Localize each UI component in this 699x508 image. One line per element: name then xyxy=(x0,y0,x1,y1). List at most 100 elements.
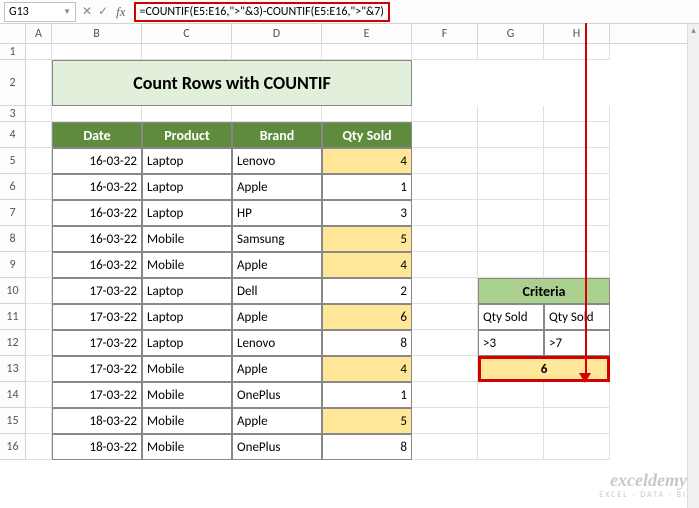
cell-H4[interactable] xyxy=(544,122,610,148)
cell-B4[interactable]: Date xyxy=(52,122,142,148)
cell-H5[interactable] xyxy=(544,148,610,174)
cell-F5[interactable] xyxy=(412,148,478,174)
cell-H7[interactable] xyxy=(544,200,610,226)
row-header-10[interactable]: 10 xyxy=(0,278,26,304)
cell-A7[interactable] xyxy=(26,200,52,226)
cell-D16[interactable]: OnePlus xyxy=(232,434,322,460)
cell-B6[interactable]: 16-03-22 xyxy=(52,174,142,200)
cell-C16[interactable]: Mobile xyxy=(142,434,232,460)
cell-B13[interactable]: 17-03-22 xyxy=(52,356,142,382)
row-header-13[interactable]: 13 xyxy=(0,356,26,382)
scroll-up-icon[interactable]: ▴ xyxy=(688,24,699,38)
cell-G11[interactable]: Qty Sold xyxy=(478,304,544,330)
cell-B3[interactable] xyxy=(52,106,142,122)
cell-D8[interactable]: Samsung xyxy=(232,226,322,252)
cell-G12[interactable]: >3 xyxy=(478,330,544,356)
cell-C10[interactable]: Laptop xyxy=(142,278,232,304)
cell-F6[interactable] xyxy=(412,174,478,200)
cell-A10[interactable] xyxy=(26,278,52,304)
row-header-11[interactable]: 11 xyxy=(0,304,26,330)
cell-G6[interactable] xyxy=(478,174,544,200)
col-header-h[interactable]: H xyxy=(544,24,610,43)
fx-icon[interactable]: fx xyxy=(116,4,125,20)
cell-C13[interactable]: Mobile xyxy=(142,356,232,382)
cell-F10[interactable] xyxy=(412,278,478,304)
cell-E8[interactable]: 5 xyxy=(322,226,412,252)
col-header-c[interactable]: C xyxy=(142,24,232,43)
cell-C14[interactable]: Mobile xyxy=(142,382,232,408)
row-header-8[interactable]: 8 xyxy=(0,226,26,252)
cell-C3[interactable] xyxy=(142,106,232,122)
col-header-f[interactable]: F xyxy=(412,24,478,43)
cell-H9[interactable] xyxy=(544,252,610,278)
cell-H15[interactable] xyxy=(544,408,610,434)
vertical-scrollbar[interactable]: ▴ xyxy=(687,24,699,508)
cell-B16[interactable]: 18-03-22 xyxy=(52,434,142,460)
cell-A13[interactable] xyxy=(26,356,52,382)
cell-H8[interactable] xyxy=(544,226,610,252)
cell-B5[interactable]: 16-03-22 xyxy=(52,148,142,174)
cell-H14[interactable] xyxy=(544,382,610,408)
cell-F15[interactable] xyxy=(412,408,478,434)
cell-E4[interactable]: Qty Sold xyxy=(322,122,412,148)
cell-A5[interactable] xyxy=(26,148,52,174)
cell-E14[interactable]: 1 xyxy=(322,382,412,408)
row-header-4[interactable]: 4 xyxy=(0,122,26,148)
cell-C4[interactable]: Product xyxy=(142,122,232,148)
cell-D15[interactable]: Apple xyxy=(232,408,322,434)
select-all-corner[interactable] xyxy=(0,24,26,43)
cell-G5[interactable] xyxy=(478,148,544,174)
cell-G4[interactable] xyxy=(478,122,544,148)
cell-A11[interactable] xyxy=(26,304,52,330)
cell-A16[interactable] xyxy=(26,434,52,460)
cell-H12[interactable]: >7 xyxy=(544,330,610,356)
row-header-16[interactable]: 16 xyxy=(0,434,26,460)
row-header-2[interactable]: 2 xyxy=(0,60,26,106)
cell-G7[interactable] xyxy=(478,200,544,226)
cell-G15[interactable] xyxy=(478,408,544,434)
cell-F8[interactable] xyxy=(412,226,478,252)
cell-E7[interactable]: 3 xyxy=(322,200,412,226)
cell-B12[interactable]: 17-03-22 xyxy=(52,330,142,356)
row-header-1[interactable]: 1 xyxy=(0,44,26,60)
name-box[interactable]: G13 ▼ xyxy=(4,2,76,22)
cell-F4[interactable] xyxy=(412,122,478,148)
cell-C12[interactable]: Laptop xyxy=(142,330,232,356)
cell-F1[interactable] xyxy=(412,44,478,60)
cell-A6[interactable] xyxy=(26,174,52,200)
row-header-12[interactable]: 12 xyxy=(0,330,26,356)
cell-E3[interactable] xyxy=(322,106,412,122)
cancel-icon[interactable]: ✕ xyxy=(82,4,92,19)
row-header-7[interactable]: 7 xyxy=(0,200,26,226)
cell-A14[interactable] xyxy=(26,382,52,408)
cell-A3[interactable] xyxy=(26,106,52,122)
cell-D6[interactable]: Apple xyxy=(232,174,322,200)
row-header-3[interactable]: 3 xyxy=(0,106,26,122)
cell-F11[interactable] xyxy=(412,304,478,330)
formula-input[interactable]: =COUNTIF(E5:E16,">"&3)-COUNTIF(E5:E16,">… xyxy=(132,0,695,24)
cell-D1[interactable] xyxy=(232,44,322,60)
cell-D12[interactable]: Lenovo xyxy=(232,330,322,356)
cell-F9[interactable] xyxy=(412,252,478,278)
cell-C5[interactable]: Laptop xyxy=(142,148,232,174)
cell-H11[interactable]: Qty Sold xyxy=(544,304,610,330)
cell-E15[interactable]: 5 xyxy=(322,408,412,434)
cell-B11[interactable]: 17-03-22 xyxy=(52,304,142,330)
cell-E1[interactable] xyxy=(322,44,412,60)
cell-E16[interactable]: 8 xyxy=(322,434,412,460)
cell-E12[interactable]: 8 xyxy=(322,330,412,356)
cell-A12[interactable] xyxy=(26,330,52,356)
col-header-b[interactable]: B xyxy=(52,24,142,43)
cell-B7[interactable]: 16-03-22 xyxy=(52,200,142,226)
cell-D7[interactable]: HP xyxy=(232,200,322,226)
cell-B15[interactable]: 18-03-22 xyxy=(52,408,142,434)
cell-F16[interactable] xyxy=(412,434,478,460)
cell-A1[interactable] xyxy=(26,44,52,60)
cell-D5[interactable]: Lenovo xyxy=(232,148,322,174)
cell-C15[interactable]: Mobile xyxy=(142,408,232,434)
cell-A8[interactable] xyxy=(26,226,52,252)
cell-G9[interactable] xyxy=(478,252,544,278)
cell-B10[interactable]: 17-03-22 xyxy=(52,278,142,304)
cell-F13[interactable] xyxy=(412,356,478,382)
cell-C6[interactable]: Laptop xyxy=(142,174,232,200)
